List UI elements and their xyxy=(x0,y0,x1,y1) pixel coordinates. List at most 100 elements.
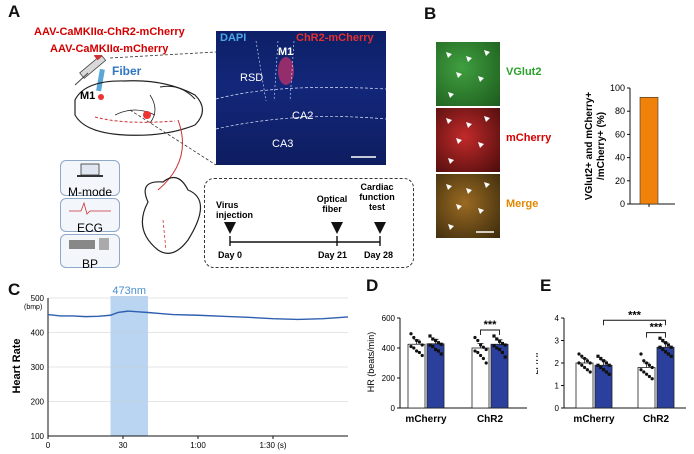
y-tick-label: 20 xyxy=(615,176,625,186)
data-point xyxy=(642,359,646,363)
bp-label: BP xyxy=(81,257,98,271)
x-category-label: ChR2 xyxy=(477,414,504,425)
y-axis-label-line: VGlut2+ and mCherry+ xyxy=(584,92,595,201)
heart-rate-line xyxy=(47,310,349,321)
data-point xyxy=(647,363,651,367)
data-point xyxy=(645,361,649,365)
bar xyxy=(575,362,594,409)
data-point xyxy=(607,372,611,376)
x-category-label: mCherry xyxy=(405,414,447,425)
data-point xyxy=(434,338,438,343)
data-point xyxy=(479,353,483,358)
data-point xyxy=(666,352,670,356)
data-point xyxy=(434,347,438,352)
x-tick-label: 1:30 (s) xyxy=(259,441,286,450)
data-point xyxy=(436,341,440,345)
significance-bracket-within xyxy=(646,332,666,338)
y-tick-label: 3 xyxy=(555,337,560,346)
data-point xyxy=(436,349,440,353)
data-point xyxy=(498,347,502,352)
data-point xyxy=(647,374,651,379)
data-point xyxy=(577,352,581,356)
timeline-event-2: Cardiac function test xyxy=(359,182,395,212)
timeline-day-28: Day 28 xyxy=(364,250,394,260)
data-point xyxy=(588,370,592,374)
significance-label: *** xyxy=(484,319,498,331)
data-point xyxy=(473,349,477,353)
data-point xyxy=(503,343,507,347)
data-point xyxy=(645,372,649,376)
y-axis-label: VGlut2+ and mCherry+/mCherry+ (%) xyxy=(584,92,607,201)
data-point xyxy=(599,365,603,370)
data-point xyxy=(669,354,673,358)
timeline-day-0: Day 0 xyxy=(218,250,243,260)
dapi-label: DAPI xyxy=(220,32,247,44)
mmode-device-box: M-mode xyxy=(60,160,120,198)
x-tick-label: 1:00 xyxy=(190,441,206,450)
dapi-micrograph xyxy=(215,31,387,165)
significance-label-between: *** xyxy=(628,309,642,321)
data-point xyxy=(580,354,584,358)
y-axis-label: Heart Rate xyxy=(11,338,23,393)
data-point xyxy=(577,361,581,365)
mcherry-channel-label: mCherry xyxy=(506,132,552,144)
micrograph-m1-label: M1 xyxy=(278,46,294,58)
ecg-device-box: ECG xyxy=(60,198,120,234)
data-point xyxy=(476,350,480,355)
x-tick-label: 30 xyxy=(119,441,128,450)
data-point xyxy=(492,344,496,348)
data-point xyxy=(607,363,611,367)
syringe-icon xyxy=(74,55,107,86)
y-tick-label: 400 xyxy=(382,344,396,353)
data-point xyxy=(500,350,504,355)
data-point xyxy=(583,365,587,370)
merge-label: Merge xyxy=(506,198,539,210)
data-point xyxy=(661,338,665,343)
data-point xyxy=(431,344,435,349)
data-point xyxy=(495,346,499,350)
y-tick-label: 1 xyxy=(555,382,560,391)
y-tick-label: 40 xyxy=(615,153,625,163)
hr-bar-chart: 0 200 400 600 mCherry ChR2 HR (beats/min) *** xyxy=(366,314,527,425)
mouse-brain-sagittal-diagram xyxy=(74,55,204,136)
panel-c-letter: C xyxy=(8,280,21,299)
data-point xyxy=(479,343,483,347)
timeline-event-1: Optical fiber xyxy=(316,194,348,214)
data-point xyxy=(580,363,584,367)
data-point xyxy=(439,342,443,346)
virus-mcherry-label: AAV-CaMKIIα-mCherry xyxy=(50,43,169,55)
heart-diagram xyxy=(141,120,201,254)
data-point xyxy=(500,341,504,346)
data-point xyxy=(417,340,421,344)
data-point xyxy=(664,350,668,354)
bar xyxy=(407,343,426,409)
stim-band xyxy=(110,296,148,436)
data-point xyxy=(412,335,416,340)
data-point xyxy=(585,368,589,372)
data-point xyxy=(604,370,608,374)
y-tick-label: 100 xyxy=(31,432,45,441)
data-point xyxy=(661,347,665,352)
vglut2-label: VGlut2 xyxy=(506,66,542,78)
y-unit: (bmp) xyxy=(24,304,42,311)
y-tick-label: 4 xyxy=(555,314,560,323)
bar xyxy=(594,364,613,409)
data-point xyxy=(495,337,499,341)
y-tick-label: 2 xyxy=(555,359,560,368)
data-point xyxy=(658,345,662,349)
timeline-day-21: Day 21 xyxy=(318,250,348,260)
y-tick-label: 400 xyxy=(31,329,45,338)
rsd-label: RSD xyxy=(240,72,264,84)
data-point xyxy=(481,345,485,349)
data-point xyxy=(658,336,662,340)
y-tick-label: 60 xyxy=(615,129,625,139)
y-tick-label: 0 xyxy=(555,404,560,413)
fiber-label: Fiber xyxy=(112,64,142,78)
data-point xyxy=(473,335,477,340)
m1-brain-label: M1 xyxy=(80,90,96,102)
significance-label-within: *** xyxy=(650,322,664,334)
stim-label: 473nm xyxy=(112,285,146,297)
panel-a-letter: A xyxy=(8,2,21,21)
y-tick-label: 80 xyxy=(615,106,625,116)
